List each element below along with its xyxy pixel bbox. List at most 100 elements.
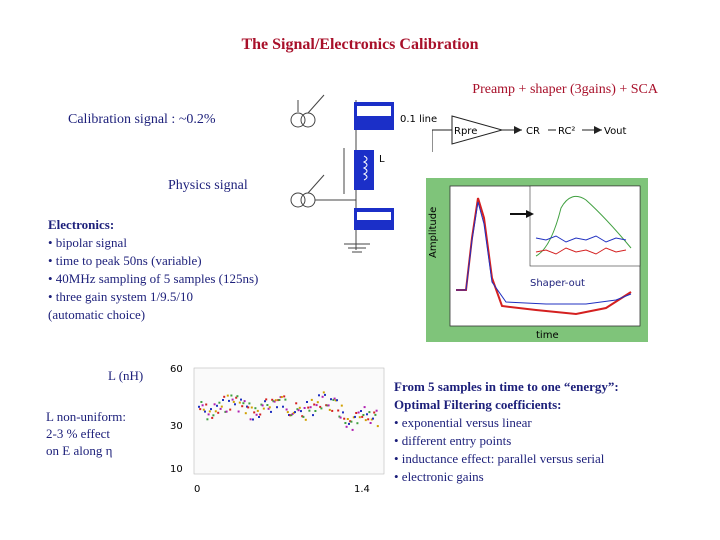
inductance-point — [368, 411, 371, 414]
line-text: 0.1 line — [400, 114, 437, 125]
inductance-point — [333, 397, 336, 400]
calibration-signal-label: Calibration signal : ~0.2% — [68, 112, 216, 127]
inductance-point — [214, 410, 217, 413]
inductance-point — [256, 409, 259, 412]
inductance-point — [376, 425, 379, 428]
inductance-point — [314, 410, 317, 412]
inductance-point — [217, 411, 220, 414]
inductance-note-line: 2-3 % effect — [46, 426, 111, 441]
inductance-point — [302, 415, 305, 418]
inductance-points — [198, 391, 379, 431]
inductance-point — [205, 403, 208, 406]
inductance-point — [270, 410, 272, 413]
inductance-point — [358, 416, 361, 419]
inductance-point — [334, 399, 337, 402]
inductance-point — [362, 414, 365, 416]
inductance-point — [360, 410, 362, 412]
inductance-point — [320, 407, 323, 410]
x-tick: 0 — [194, 484, 200, 495]
line-label: 0.1 line — [400, 114, 437, 125]
inductance-point — [280, 396, 283, 398]
inductance-point — [286, 411, 289, 414]
inductance-point — [338, 415, 341, 418]
inductance-point — [352, 416, 355, 419]
filtering-heading: From 5 samples in time to one “energy”: — [394, 379, 619, 394]
inductance-point — [307, 406, 310, 409]
inductance-point — [222, 399, 224, 401]
inductance-point — [279, 396, 282, 399]
inductance-point — [316, 401, 319, 404]
pulse-blue-curve — [456, 201, 632, 305]
inductance-point — [315, 404, 318, 407]
inductance-plot: 60 30 10 0 1.4 — [170, 364, 385, 495]
x-tick: 1.4 — [354, 484, 370, 495]
inductance-point — [292, 411, 295, 414]
calibration-circuit-diagram: L — [290, 94, 394, 253]
inductance-point — [253, 411, 256, 414]
inductance-point — [340, 404, 343, 407]
inductance-point — [236, 395, 239, 398]
electronics-heading: Electronics: — [48, 217, 115, 232]
inductance-point — [276, 406, 278, 409]
inductance-point — [240, 398, 242, 401]
inductance-point — [346, 418, 349, 420]
inductance-point — [249, 418, 252, 421]
inset-plot — [529, 185, 641, 267]
inductance-point — [204, 410, 206, 413]
inductance-point — [285, 408, 288, 411]
inductance-point — [212, 414, 215, 417]
inductance-point — [283, 395, 286, 398]
inductance-point — [231, 398, 234, 401]
inductance-point — [355, 412, 358, 414]
inductance-point — [273, 400, 276, 403]
preamp-label: Preamp + shaper (3gains) + SCA — [472, 82, 658, 97]
inductance-point — [367, 418, 370, 421]
inductance-point — [207, 413, 210, 416]
inductance-point — [322, 391, 325, 394]
inductance-point — [325, 404, 328, 407]
shaper-block-diagram: Rpre CR RC² Vout — [432, 115, 627, 152]
inductance-point — [261, 404, 264, 407]
inductance-point — [310, 398, 313, 401]
electronics-item: • 40MHz sampling of 5 samples (125ns) — [48, 271, 259, 286]
inductance-point — [289, 414, 292, 417]
inductance-point — [260, 403, 263, 406]
inductance-point — [296, 408, 299, 411]
vout-label: Vout — [604, 126, 627, 137]
filtering-item: • inductance effect: parallel versus ser… — [394, 451, 605, 466]
inductance-point — [211, 416, 214, 419]
inductance-point — [216, 404, 218, 407]
inductance-point — [241, 405, 244, 408]
inductance-point — [288, 414, 290, 416]
cr-block-label: CR — [526, 126, 540, 137]
inductance-point — [298, 406, 301, 409]
inductance-point — [306, 401, 308, 403]
inductance-label: L (nH) — [108, 368, 144, 383]
inductance-note-line: on E along η — [46, 443, 113, 458]
inductance-point — [344, 422, 347, 424]
inductance-point — [372, 417, 374, 420]
inductance-point — [242, 402, 245, 405]
inset-red-curve — [535, 247, 627, 255]
inductance-point — [200, 401, 203, 403]
inductance-point — [246, 405, 248, 408]
inductance-point — [267, 407, 270, 410]
inductance-point — [247, 406, 250, 409]
inductance-point — [235, 396, 238, 399]
pulse-xlabel: time — [536, 330, 559, 341]
inductance-point — [332, 398, 335, 401]
filtering-item: • exponential versus linear — [394, 415, 532, 430]
electronics-block: Electronics: • bipolar signal • time to … — [48, 216, 258, 324]
inductance-point — [259, 413, 262, 416]
inductance-point — [266, 404, 269, 406]
inductance-point — [370, 418, 373, 421]
inductance-point — [226, 394, 229, 397]
physics-signal-label: Physics signal — [168, 178, 248, 193]
inductance-point — [254, 407, 257, 410]
filtering-item: • electronic gains — [394, 469, 484, 484]
inductance-point — [232, 400, 235, 403]
shaper-out-label: Shaper-out — [530, 278, 585, 289]
inductance-point — [206, 418, 209, 421]
inductance-point — [274, 399, 277, 402]
inset-green-curve — [535, 195, 632, 257]
